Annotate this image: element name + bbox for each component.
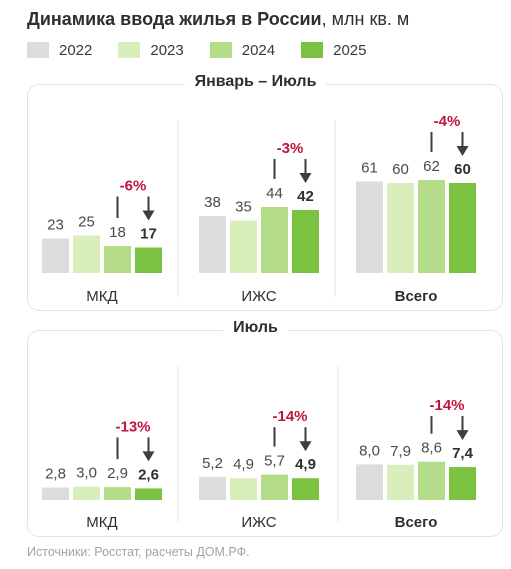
bar-jan-jul-1-2023 xyxy=(230,220,257,273)
legend-item-2025: 2025 xyxy=(301,41,367,59)
legend-label-2024: 2024 xyxy=(241,41,276,59)
change-label-jan-jul-0: -6% xyxy=(120,178,147,195)
chart-title: Динамика ввода жилья в России, млн кв. м xyxy=(27,9,409,30)
data-label-july-1-2025: 4,9 xyxy=(295,456,316,473)
bar-jan-jul-0-2024 xyxy=(104,246,131,273)
panel-title-jan-jul: Январь – Июль xyxy=(0,73,511,91)
legend-item-2023: 2023 xyxy=(118,41,184,59)
chart-title-bold: Динамика ввода жилья в России xyxy=(27,9,322,29)
data-label-july-2-2025: 7,4 xyxy=(452,445,474,462)
category-label-july-2: Всего xyxy=(395,514,438,531)
legend-item-2024: 2024 xyxy=(209,41,276,59)
bar-jan-jul-1-2024 xyxy=(261,207,288,273)
data-label-july-0-2022: 2,8 xyxy=(45,466,66,483)
data-label-jan-jul-1-2023: 35 xyxy=(235,199,252,216)
legend-item-2022: 2022 xyxy=(27,42,92,59)
change-arrow-head-july-0 xyxy=(142,451,155,462)
bar-jan-jul-0-2025 xyxy=(135,247,162,273)
data-label-july-1-2022: 5,2 xyxy=(202,455,223,472)
change-arrow-head-jan-jul-0 xyxy=(142,210,155,221)
bar-july-2-2022 xyxy=(356,464,383,500)
change-label-july-0: -13% xyxy=(115,418,150,435)
data-label-jan-jul-0-2025: 17 xyxy=(140,226,157,243)
change-label-july-1: -14% xyxy=(272,408,307,425)
data-label-jan-jul-1-2024: 44 xyxy=(266,185,283,202)
data-label-jan-jul-1-2025: 42 xyxy=(297,188,314,205)
change-label-jan-jul-2: -4% xyxy=(434,113,461,130)
legend-swatch-2024 xyxy=(209,42,232,58)
change-arrow-head-jan-jul-1 xyxy=(299,173,312,183)
legend-label-2023: 2023 xyxy=(150,41,184,59)
change-arrow-head-jan-jul-2 xyxy=(456,146,469,156)
data-label-jan-jul-2-2025: 60 xyxy=(454,161,471,178)
bar-jan-jul-2-2024 xyxy=(418,180,445,273)
bar-july-0-2025 xyxy=(135,488,162,500)
panel-july xyxy=(27,330,503,537)
category-label-july-0: МКД xyxy=(86,514,117,531)
data-label-july-1-2023: 4,9 xyxy=(233,456,254,473)
data-label-jan-jul-2-2024: 62 xyxy=(423,158,440,175)
bar-jan-jul-2-2022 xyxy=(356,181,383,273)
change-label-jan-jul-1: -3% xyxy=(277,140,304,157)
data-label-jan-jul-0-2024: 18 xyxy=(109,224,126,241)
bar-july-2-2024 xyxy=(418,461,445,500)
category-label-july-1: ИЖС xyxy=(241,514,276,531)
bar-july-1-2023 xyxy=(230,478,257,500)
data-label-july-1-2024: 5,7 xyxy=(264,453,285,470)
bar-jan-jul-1-2022 xyxy=(199,216,226,273)
bar-jan-jul-1-2025 xyxy=(292,210,319,273)
panel-title-july: Июль xyxy=(0,319,511,337)
category-label-jan-jul-2: Всего xyxy=(395,288,438,305)
bar-jan-jul-0-2023 xyxy=(73,235,100,273)
legend: 2022 2023 2024 2025 xyxy=(27,40,393,60)
data-label-july-2-2024: 8,6 xyxy=(421,440,442,457)
data-label-jan-jul-1-2022: 38 xyxy=(204,194,221,211)
category-label-jan-jul-1: ИЖС xyxy=(241,288,276,305)
bar-jan-jul-2-2023 xyxy=(387,183,414,273)
legend-swatch-2025 xyxy=(301,42,324,58)
bar-july-0-2024 xyxy=(104,487,131,500)
data-label-jan-jul-2-2022: 61 xyxy=(361,160,378,177)
data-label-july-0-2024: 2,9 xyxy=(107,465,128,482)
data-label-july-2-2023: 7,9 xyxy=(390,443,411,460)
bar-jan-jul-0-2022 xyxy=(42,238,69,273)
bar-july-1-2024 xyxy=(261,474,288,500)
category-label-jan-jul-0: МКД xyxy=(86,288,117,305)
change-arrow-head-july-2 xyxy=(456,430,469,441)
data-label-july-0-2023: 3,0 xyxy=(76,465,97,482)
source-note: Источники: Росстат, расчеты ДОМ.РФ. xyxy=(27,545,250,559)
data-label-jan-jul-0-2022: 23 xyxy=(47,217,64,234)
bar-july-0-2023 xyxy=(73,486,100,500)
legend-swatch-2023 xyxy=(118,42,141,58)
legend-label-2025: 2025 xyxy=(333,41,367,59)
data-label-july-2-2022: 8,0 xyxy=(359,442,380,459)
bar-july-0-2022 xyxy=(42,487,69,500)
chart-title-unit: , млн кв. м xyxy=(321,9,410,29)
legend-swatch-2022 xyxy=(27,42,49,58)
legend-label-2022: 2022 xyxy=(59,41,93,59)
bar-july-2-2025 xyxy=(449,467,476,500)
change-label-july-2: -14% xyxy=(429,397,464,414)
data-label-jan-jul-2-2023: 60 xyxy=(392,161,409,178)
data-label-jan-jul-0-2023: 25 xyxy=(78,214,95,231)
bar-july-1-2022 xyxy=(199,476,226,500)
bar-july-2-2023 xyxy=(387,464,414,500)
bar-jan-jul-2-2025 xyxy=(449,183,476,273)
change-arrow-head-july-1 xyxy=(299,441,312,452)
data-label-july-0-2025: 2,6 xyxy=(138,466,159,483)
bar-july-1-2025 xyxy=(292,478,319,500)
